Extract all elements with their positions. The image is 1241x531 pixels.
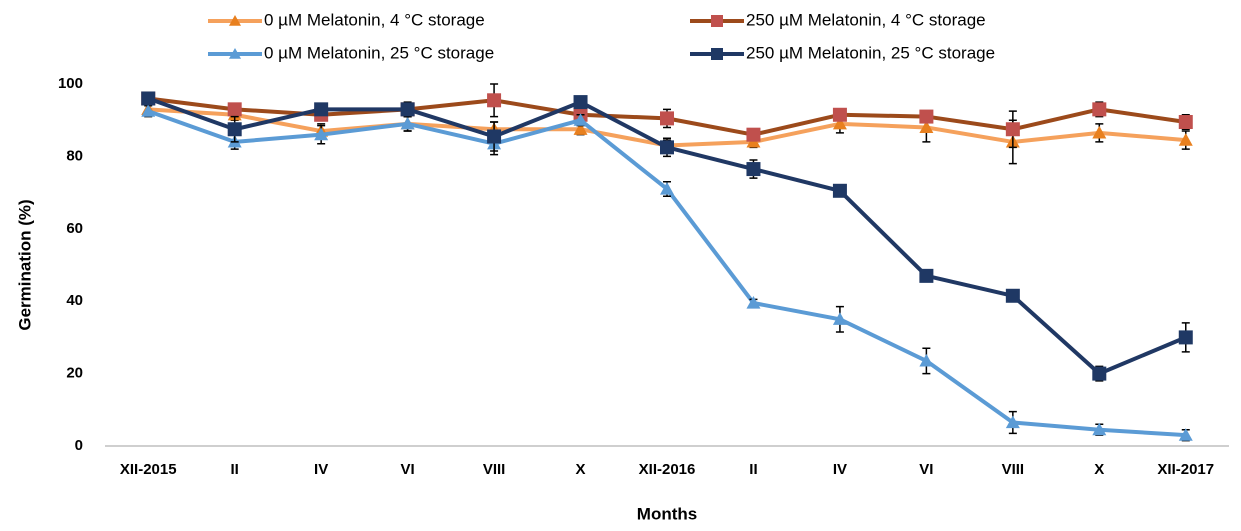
marker bbox=[141, 91, 156, 106]
marker bbox=[832, 312, 847, 325]
marker bbox=[832, 107, 847, 122]
y-tick-label: 80 bbox=[66, 147, 83, 164]
marker bbox=[660, 111, 674, 126]
marker bbox=[573, 113, 588, 126]
y-tick-label: 100 bbox=[58, 75, 83, 92]
legend-marker bbox=[229, 48, 241, 59]
x-tick-label: II bbox=[231, 461, 239, 478]
x-tick-label: VIII bbox=[483, 461, 506, 478]
x-tick-label: XII-2017 bbox=[1157, 461, 1214, 478]
x-tick-label: IV bbox=[833, 461, 847, 478]
marker bbox=[1092, 366, 1107, 381]
legend-label: 250 µM Melatonin, 25 °C storage bbox=[746, 43, 995, 62]
marker bbox=[1092, 102, 1107, 117]
marker bbox=[660, 181, 674, 195]
marker bbox=[1178, 133, 1193, 146]
legend-marker bbox=[711, 15, 723, 27]
marker bbox=[487, 93, 502, 108]
x-axis-title: Months bbox=[637, 504, 697, 523]
x-tick-label: XII-2016 bbox=[639, 461, 696, 478]
marker bbox=[1005, 415, 1020, 429]
legend-marker bbox=[711, 48, 723, 60]
marker bbox=[400, 116, 415, 130]
marker bbox=[1178, 428, 1193, 441]
y-tick-label: 40 bbox=[66, 292, 83, 309]
marker bbox=[832, 116, 847, 130]
series-line bbox=[147, 109, 1186, 438]
marker bbox=[1092, 125, 1107, 139]
legend-label: 0 µM Melatonin, 25 °C storage bbox=[264, 43, 494, 62]
y-tick-label: 60 bbox=[66, 220, 83, 237]
marker bbox=[832, 183, 847, 198]
marker bbox=[141, 104, 156, 117]
marker bbox=[314, 102, 329, 117]
marker bbox=[919, 120, 934, 134]
legend-label: 0 µM Melatonin, 4 °C storage bbox=[264, 10, 485, 29]
x-tick-label: II bbox=[749, 461, 757, 478]
x-tick-label: X bbox=[1094, 461, 1104, 478]
x-tick-label: XII-2015 bbox=[120, 461, 177, 478]
marker bbox=[746, 162, 761, 177]
marker bbox=[1005, 288, 1020, 303]
legend-marker bbox=[229, 15, 241, 26]
marker bbox=[227, 102, 242, 117]
marker bbox=[573, 95, 588, 110]
marker bbox=[227, 122, 242, 137]
x-tick-label: IV bbox=[314, 461, 328, 478]
x-tick-label: VI bbox=[919, 461, 933, 478]
marker bbox=[919, 268, 934, 283]
marker bbox=[919, 109, 934, 124]
marker bbox=[400, 102, 415, 117]
marker bbox=[1092, 422, 1107, 436]
marker bbox=[746, 296, 761, 309]
y-tick-label: 20 bbox=[66, 365, 83, 382]
x-tick-label: VI bbox=[401, 461, 415, 478]
marker bbox=[314, 127, 329, 141]
x-tick-label: X bbox=[576, 461, 586, 478]
y-tick-label: 0 bbox=[75, 437, 83, 454]
marker bbox=[746, 127, 761, 142]
x-tick-label: VIII bbox=[1002, 461, 1025, 478]
marker bbox=[660, 140, 674, 155]
marker bbox=[487, 129, 502, 144]
y-axis-title: Germination (%) bbox=[15, 199, 34, 330]
marker bbox=[573, 122, 588, 135]
legend-label: 250 µM Melatonin, 4 °C storage bbox=[746, 10, 986, 29]
marker bbox=[919, 353, 934, 367]
marker bbox=[1005, 122, 1020, 137]
marker bbox=[1178, 330, 1193, 345]
marker bbox=[1178, 115, 1193, 130]
